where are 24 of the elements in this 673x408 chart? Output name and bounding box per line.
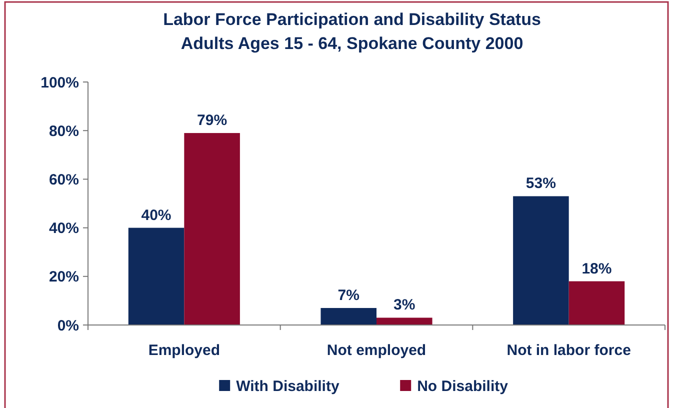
y-tick-label: 20% bbox=[48, 268, 79, 286]
legend-label: With Disability bbox=[236, 378, 340, 395]
data-label: 53% bbox=[526, 175, 556, 192]
bar bbox=[320, 308, 376, 325]
bar bbox=[568, 281, 625, 325]
y-tick-label: 100% bbox=[40, 74, 79, 92]
bar bbox=[184, 133, 240, 325]
bar bbox=[128, 228, 184, 325]
bar bbox=[376, 318, 432, 325]
x-tick-label: Not employed bbox=[326, 342, 426, 359]
data-label: 18% bbox=[582, 260, 612, 278]
data-label: 3% bbox=[394, 296, 416, 314]
data-label: 40% bbox=[141, 206, 172, 224]
chart-title: Labor Force Participation and Disability Status Adults Ages 15 - 64, Spokane County 2000 bbox=[163, 10, 541, 53]
legend-label: No Disability bbox=[417, 378, 509, 395]
y-tick-label: 40% bbox=[48, 220, 79, 238]
y-tick-label: 0% bbox=[57, 317, 79, 334]
x-tick-label: Employed bbox=[148, 342, 220, 359]
data-label: 79% bbox=[197, 112, 228, 130]
y-tick-label: 60% bbox=[48, 171, 79, 188]
y-tick-label: 80% bbox=[48, 122, 79, 140]
bar bbox=[513, 196, 569, 325]
x-tick-label: Not in labor force bbox=[506, 342, 631, 359]
data-label: 7% bbox=[338, 286, 360, 304]
